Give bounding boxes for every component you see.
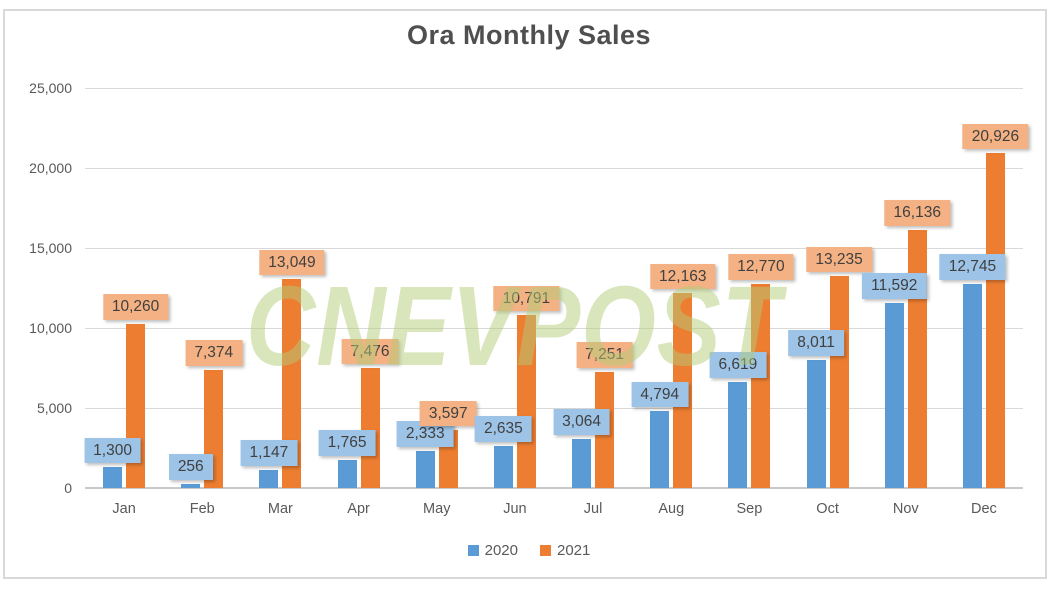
legend-swatch-2020 (467, 545, 479, 556)
y-axis-tick-label: 10,000 (29, 320, 72, 336)
legend-label-2021: 2021 (557, 542, 591, 559)
data-label-2020-nov: 11,592 (862, 272, 927, 299)
data-label-2021-aug: 12,163 (650, 263, 716, 290)
bar-2020-sep (728, 382, 748, 488)
data-label-2020-jul: 3,064 (553, 409, 610, 435)
x-axis-label-may: May (423, 501, 451, 517)
data-label-2020-apr: 1,765 (318, 430, 376, 456)
bar-2021-dec (985, 153, 1005, 488)
data-label-2020-feb: 256 (168, 454, 213, 480)
legend-swatch-2021 (540, 545, 551, 556)
gridline (85, 408, 1023, 409)
bar-2020-feb (181, 483, 201, 488)
data-label-2020-dec: 12,745 (939, 254, 1006, 281)
data-label-2021-jan: 10,260 (102, 294, 169, 320)
bar-2021-mar (282, 279, 302, 488)
data-label-2021-apr: 7,476 (341, 338, 399, 365)
bar-2020-oct (806, 359, 826, 488)
bar-2020-aug (650, 411, 670, 488)
data-label-2021-dec: 20,926 (962, 123, 1029, 150)
bar-2021-sep (751, 283, 771, 488)
gridline (85, 248, 1023, 249)
bar-2020-mar (259, 469, 279, 488)
bar-2020-nov (884, 302, 904, 488)
y-axis-tick-label: 20,000 (29, 160, 72, 176)
data-label-2020-oct: 8,011 (788, 330, 844, 356)
plot-area: 1,300 10,260 256 7,374 1,147 13,049 1,765 7,476… (84, 88, 1029, 489)
x-axis-label-sep: Sep (736, 501, 763, 517)
bar-2020-dec (962, 284, 982, 488)
x-axis-label-jun: Jun (503, 501, 527, 517)
data-label-2021-may: 3,597 (419, 400, 477, 427)
data-label-2020-mar: 1,147 (240, 439, 298, 466)
bar-2020-jun (493, 445, 513, 488)
bar-2021-jan (126, 323, 146, 488)
data-label-2021-oct: 13,235 (806, 246, 872, 273)
y-axis-tick-label: 25,000 (29, 80, 72, 96)
data-label-2021-jul: 7,251 (576, 342, 633, 368)
data-label-2021-sep: 12,770 (728, 254, 794, 280)
data-label-2020-jan: 1,300 (84, 437, 141, 464)
data-label-2021-nov: 16,136 (884, 200, 950, 226)
legend-item-2021: 2021 (540, 542, 590, 559)
legend-label-2020: 2020 (484, 542, 518, 559)
gridline (85, 168, 1023, 169)
gridline (85, 328, 1023, 329)
legend-item-2020: 2020 (467, 542, 518, 559)
x-axis-label-aug: Aug (658, 501, 685, 517)
bar-2020-apr (337, 459, 357, 488)
legend: 2020 2021 (0, 542, 1058, 559)
x-axis-label-nov: Nov (892, 501, 919, 517)
x-axis-line (85, 487, 1023, 489)
x-axis-label-dec: Dec (971, 501, 997, 517)
data-label-2020-aug: 4,794 (631, 381, 689, 408)
x-axis-label-jan: Jan (112, 501, 136, 517)
y-axis-tick-label: 0 (64, 480, 72, 496)
chart-title: Ora Monthly Sales (406, 20, 652, 50)
x-axis-label-jul: Jul (583, 501, 603, 517)
y-axis-tick-label: 15,000 (29, 240, 72, 256)
x-axis-label-mar: Mar (267, 501, 293, 517)
bar-2021-jun (516, 315, 536, 488)
x-axis-label-oct: Oct (816, 501, 839, 517)
y-axis-tick-label: 5,000 (36, 400, 72, 416)
data-label-2020-sep: 6,619 (709, 352, 767, 379)
x-axis-label-apr: Apr (347, 501, 370, 517)
bar-2020-jan (103, 467, 123, 488)
bar-2020-jul (572, 438, 592, 488)
bar-2021-apr (360, 368, 380, 488)
data-label-2021-mar: 13,049 (259, 249, 325, 276)
bar-2021-nov (907, 229, 927, 488)
gridline (85, 88, 1023, 89)
data-label-2020-jun: 2,635 (475, 416, 532, 442)
x-axis-label-feb: Feb (189, 501, 215, 517)
data-label-2021-jun: 10,791 (493, 285, 560, 312)
bar-2020-may (415, 450, 435, 488)
bar-2021-oct (829, 276, 849, 488)
data-label-2021-feb: 7,374 (185, 340, 243, 367)
